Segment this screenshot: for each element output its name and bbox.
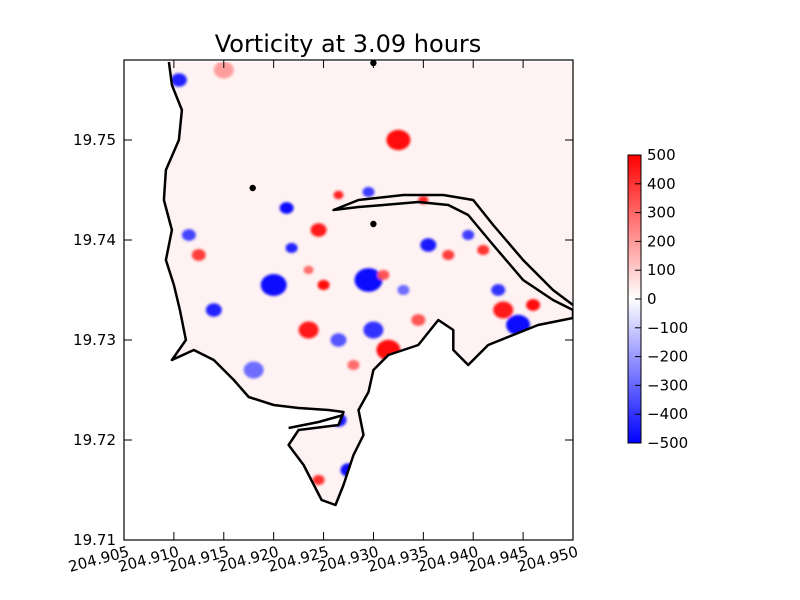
- vortex-blob: [420, 238, 437, 252]
- vortex-blob: [477, 244, 490, 256]
- coastline-layer: [162, 61, 573, 507]
- colorbar-tick-label: −100: [647, 319, 688, 337]
- coastline: [162, 61, 573, 507]
- y-tick-label: 19.73: [73, 331, 116, 349]
- vortex-blob: [181, 229, 196, 241]
- plot-frame: [123, 59, 574, 541]
- colorbar-ticks: 500 400 300 200 100 0 −100 −200 −300 −400 −500: [635, 146, 688, 452]
- vortex-blob: [303, 265, 314, 275]
- vortex-blob: [243, 361, 264, 379]
- y-axis: 19.71 19.72 19.73 19.74 19.75: [73, 131, 573, 549]
- colorbar-tick-label: 400: [647, 175, 676, 193]
- colorbar-tick-label: 100: [647, 261, 676, 279]
- vortex-blob: [170, 73, 187, 87]
- chart-title: Vorticity at 3.09 hours: [215, 30, 482, 58]
- vortex-blob: [312, 474, 325, 486]
- vortex-blob: [317, 279, 330, 291]
- vortex-blob: [491, 284, 506, 296]
- vortex-blob: [213, 62, 234, 79]
- y-tick-label: 19.74: [73, 231, 116, 249]
- vortex-blob: [493, 301, 514, 319]
- y-tick-label: 19.71: [73, 531, 116, 549]
- vortex-blob: [354, 268, 383, 292]
- colorbar-tick-label: 200: [647, 232, 676, 250]
- colorbar-tick-label: −300: [647, 376, 688, 394]
- vortex-blob: [279, 202, 294, 214]
- station-marker: [370, 220, 377, 228]
- colorbar-tick-label: 300: [647, 204, 676, 222]
- vortex-blob: [363, 321, 384, 339]
- vortex-blob: [347, 359, 360, 371]
- plot-area: [123, 59, 574, 541]
- vortex-blob: [397, 284, 410, 296]
- y-tick-label: 19.75: [73, 131, 116, 149]
- vortex-blob: [442, 249, 455, 261]
- vortex-blob: [285, 242, 298, 254]
- vortex-blob: [526, 299, 541, 311]
- vortex-blob: [191, 249, 206, 261]
- vortex-blob: [411, 314, 426, 326]
- colorbar-tick-label: −400: [647, 405, 688, 423]
- channel-line: [288, 413, 344, 430]
- vortex-blob: [333, 190, 344, 200]
- vortex-blob: [205, 303, 222, 317]
- vortex-blob: [310, 223, 327, 237]
- y-tick-label: 19.72: [73, 431, 116, 449]
- vortex-blob: [362, 186, 375, 198]
- station-marker: [249, 184, 256, 192]
- colorbar-tick-label: −500: [647, 434, 688, 452]
- vortex-blob: [330, 333, 347, 347]
- vortex-blob: [377, 269, 390, 281]
- colorbar-tick-label: −200: [647, 348, 688, 366]
- vortex-blob: [298, 321, 319, 339]
- colorbar: 500 400 300 200 100 0 −100 −200 −300 −400 −500: [627, 146, 688, 452]
- colorbar-tick-label: 0: [647, 290, 657, 308]
- colorbar-tick-label: 500: [647, 146, 676, 164]
- vortex-blob: [260, 274, 287, 296]
- vortex-blob: [386, 129, 411, 151]
- vortex-blob: [462, 229, 475, 241]
